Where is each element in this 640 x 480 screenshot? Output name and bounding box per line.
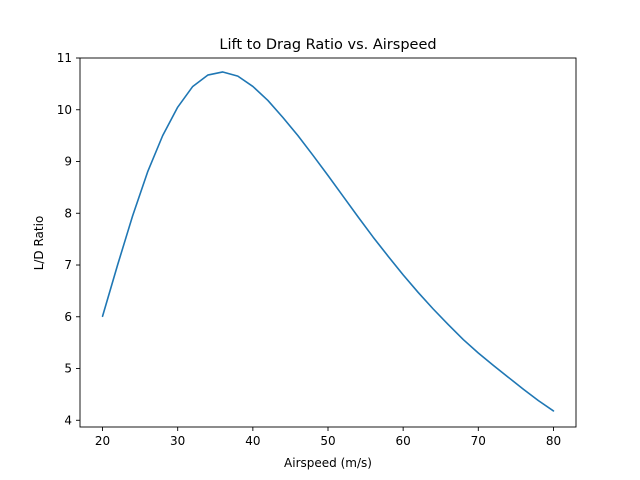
x-tick-label: 20 (95, 434, 110, 448)
y-tick-label: 11 (57, 51, 72, 65)
y-tick-label: 7 (64, 258, 72, 272)
series-line-0 (101, 71, 555, 412)
y-tick-label: 8 (64, 206, 72, 220)
x-tick-label: 50 (320, 434, 335, 448)
x-tick-label: 40 (245, 434, 260, 448)
plot-area (79, 57, 577, 428)
x-tick-label: 30 (170, 434, 185, 448)
chart-title: Lift to Drag Ratio vs. Airspeed (219, 37, 436, 53)
y-tick-label: 9 (64, 155, 72, 169)
y-axis: 4 5 6 7 8 9 10 11 (57, 51, 80, 427)
y-tick-label: 6 (64, 310, 72, 324)
x-tick-label: 70 (471, 434, 486, 448)
y-tick-label: 4 (64, 413, 72, 427)
x-axis: 20 30 40 50 60 70 80 (95, 427, 561, 448)
y-tick-label: 5 (64, 362, 72, 376)
x-tick-label: 80 (546, 434, 561, 448)
y-tick-label: 10 (57, 103, 72, 117)
y-axis-label: L/D Ratio (32, 216, 46, 271)
x-tick-label: 60 (396, 434, 411, 448)
x-axis-label: Airspeed (m/s) (284, 456, 372, 470)
